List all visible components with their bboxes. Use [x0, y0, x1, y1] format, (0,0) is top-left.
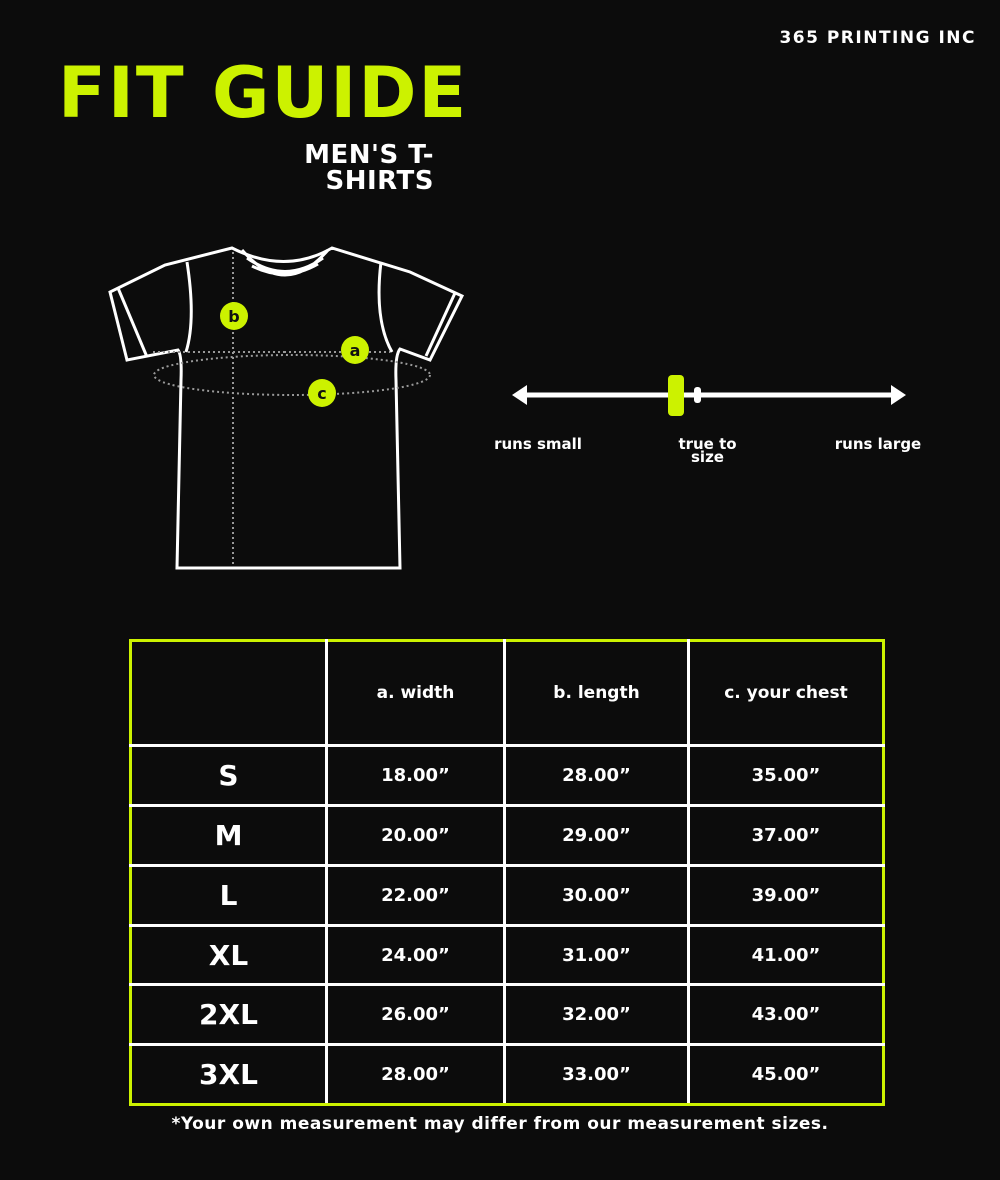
size-chart-table: a. width b. length c. your chest S 18.00”…: [129, 638, 885, 1106]
cell-width: 24.00”: [325, 923, 506, 987]
cell-width: 18.00”: [325, 744, 506, 808]
brand-name: 365 PRINTING INC: [779, 28, 976, 48]
marker-b-label: b: [228, 307, 239, 326]
marker-a: a: [341, 336, 369, 364]
label-runs-small: runs small: [494, 435, 582, 453]
page-title: FIT GUIDE: [58, 52, 469, 134]
cell-length: 32.00”: [503, 983, 690, 1047]
disclaimer-note: *Your own measurement may differ from ou…: [171, 1114, 829, 1134]
cell-width: 22.00”: [325, 863, 506, 927]
cell-width: 26.00”: [325, 983, 506, 1047]
cell-size: L: [129, 863, 328, 927]
center-tick: [694, 387, 701, 403]
table-row: XL 24.00” 31.00” 41.00”: [129, 923, 885, 987]
cell-chest: 43.00”: [687, 983, 885, 1047]
cell-length: 33.00”: [503, 1043, 690, 1106]
cell-chest: 37.00”: [687, 804, 885, 867]
header-width: a. width: [325, 638, 506, 748]
cell-size: XL: [129, 923, 328, 987]
cell-size: S: [129, 744, 328, 808]
table-row: 2XL 26.00” 32.00” 43.00”: [129, 983, 885, 1047]
cell-size: M: [129, 804, 328, 867]
marker-a-label: a: [350, 341, 361, 360]
cell-chest: 45.00”: [687, 1043, 885, 1106]
table-header-row: a. width b. length c. your chest: [129, 638, 885, 748]
tshirt-outline-icon: [108, 246, 465, 570]
fit-indicator: [668, 375, 684, 416]
cell-size: 2XL: [129, 983, 328, 1047]
chest-guide: [153, 354, 431, 396]
marker-c: c: [308, 379, 336, 407]
cell-length: 29.00”: [503, 804, 690, 867]
cell-chest: 41.00”: [687, 923, 885, 987]
table-row: L 22.00” 30.00” 39.00”: [129, 863, 885, 927]
header-chest: c. your chest: [687, 638, 885, 748]
header-size: [129, 638, 328, 748]
cell-chest: 39.00”: [687, 863, 885, 927]
fit-scale-slider: [512, 375, 906, 416]
cell-size: 3XL: [129, 1043, 328, 1106]
page-subtitle: MEN'S T-SHIRTS: [304, 140, 434, 196]
label-runs-large: runs large: [834, 435, 922, 453]
table-row: S 18.00” 28.00” 35.00”: [129, 744, 885, 808]
cell-width: 20.00”: [325, 804, 506, 867]
cell-length: 28.00”: [503, 744, 690, 808]
table-row: 3XL 28.00” 33.00” 45.00”: [129, 1043, 885, 1106]
table-row: M 20.00” 29.00” 37.00”: [129, 804, 885, 867]
arrow-left-icon: [512, 385, 527, 405]
arrow-right-icon: [891, 385, 906, 405]
cell-chest: 35.00”: [687, 744, 885, 808]
cell-length: 31.00”: [503, 923, 690, 987]
header-length: b. length: [503, 638, 690, 748]
cell-width: 28.00”: [325, 1043, 506, 1106]
label-true-to-size: true to size: [678, 435, 737, 466]
measurement-guides: [153, 252, 431, 564]
marker-c-label: c: [317, 384, 326, 403]
cell-length: 30.00”: [503, 863, 690, 927]
marker-b: b: [220, 302, 248, 330]
